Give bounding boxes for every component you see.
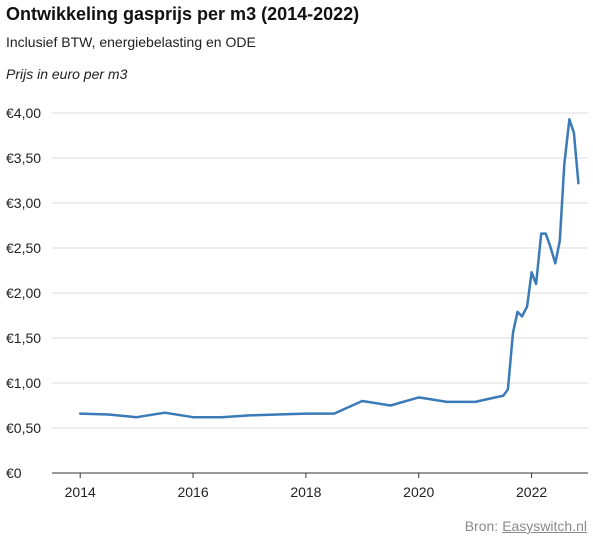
x-tick-label: 2018: [290, 484, 321, 500]
series-group: [78, 118, 580, 419]
gridlines: [52, 112, 588, 429]
chart-title: Ontwikkeling gasprijs per m3 (2014-2022): [6, 4, 360, 24]
y-tick-label: €4,00: [6, 105, 41, 121]
y-axis-label: Prijs in euro per m3: [6, 66, 128, 82]
y-tick-label: €0,50: [6, 420, 41, 436]
y-tick-label: €2,00: [6, 285, 41, 301]
x-tick-label: 2016: [177, 484, 208, 500]
y-tick-label: €0: [6, 465, 22, 481]
source-label: Bron:: [464, 518, 499, 534]
x-tick-label: 2022: [516, 484, 547, 500]
y-tick-label: €3,50: [6, 150, 41, 166]
x-tick-label: 2020: [403, 484, 434, 500]
chart-subtitle: Inclusief BTW, energiebelasting en ODE: [6, 34, 256, 50]
y-tick-label: €1,50: [6, 330, 41, 346]
source-link[interactable]: Easyswitch.nl: [502, 518, 587, 534]
x-tick-label: 2014: [65, 484, 96, 500]
source-credit: Bron: Easyswitch.nl: [465, 518, 587, 534]
y-axis-ticks: €0 €0,50 €1,00 €1,50 €2,00 €2,50 €3,00 €3,50 €4,…: [6, 105, 41, 481]
y-tick-label: €1,00: [6, 375, 41, 391]
y-tick-label: €2,50: [6, 240, 41, 256]
series-line: [78, 118, 580, 419]
y-tick-label: €3,00: [6, 195, 41, 211]
x-axis-ticks: 2014 2016 2018 2020 2022: [65, 473, 547, 500]
